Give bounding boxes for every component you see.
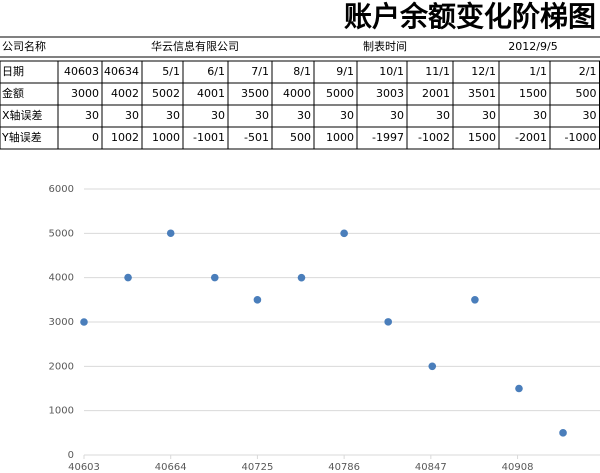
point <box>384 318 392 326</box>
row-label: 金额 <box>2 86 24 100</box>
cell: 1002 <box>111 131 139 144</box>
cell: 4001 <box>197 87 225 100</box>
cell: 40634 <box>104 65 139 78</box>
cell: 5/1 <box>162 65 180 78</box>
cell: -1002 <box>418 131 450 144</box>
cell: 6/1 <box>207 65 225 78</box>
info-value: 华云信息有限公司 <box>151 39 239 53</box>
cell: 1/1 <box>529 65 547 78</box>
cell: 5002 <box>152 87 180 100</box>
cell: 30 <box>340 109 354 122</box>
cell: 1000 <box>326 131 354 144</box>
cell: 3003 <box>376 87 404 100</box>
cell: 3000 <box>71 87 99 100</box>
cell: 7/1 <box>251 65 269 78</box>
point <box>124 273 132 282</box>
cell: 1000 <box>152 131 180 144</box>
cell: 30 <box>533 109 547 122</box>
cell: 30 <box>85 109 99 122</box>
cell: 500 <box>290 131 311 144</box>
cell: 0 <box>92 131 99 144</box>
cell: 4002 <box>111 87 139 100</box>
row-label: 日期 <box>2 65 24 78</box>
title: 账户余额变化阶梯图 <box>344 0 596 33</box>
cell: 30 <box>583 109 597 122</box>
info-label: 制表时间 <box>363 39 407 53</box>
y-tick-label: 4000 <box>49 273 74 284</box>
cell: 500 <box>576 87 597 100</box>
row-label: Y轴误差 <box>1 130 42 144</box>
x-tick-label: 40725 <box>242 462 274 473</box>
point <box>428 362 437 371</box>
y-tick-label: 0 <box>68 450 74 461</box>
cell: 3500 <box>241 87 269 100</box>
cell: -1997 <box>372 131 404 144</box>
y-tick-label: 6000 <box>49 184 74 195</box>
info-label: 公司名称 <box>2 39 46 53</box>
point <box>471 295 479 304</box>
x-tick-label: 40908 <box>502 462 534 473</box>
y-tick-label: 5000 <box>49 228 74 239</box>
cell: 3501 <box>468 87 496 100</box>
y-tick-label: 2000 <box>49 361 74 372</box>
cell: 30 <box>436 109 450 122</box>
cell: 30 <box>211 109 225 122</box>
cell: 30 <box>390 109 404 122</box>
x-tick-label: 40664 <box>155 462 187 473</box>
row-label: X轴误差 <box>2 108 43 122</box>
cell: 2/1 <box>579 65 597 78</box>
info-value: 2012/9/5 <box>508 40 557 53</box>
cell: 30 <box>125 109 139 122</box>
point <box>559 429 567 437</box>
point <box>297 273 306 282</box>
point <box>253 296 262 304</box>
cell: 30 <box>482 109 496 122</box>
point <box>80 318 88 326</box>
x-tick-label: 40847 <box>415 462 447 473</box>
cell: -2001 <box>515 131 547 144</box>
point <box>515 384 523 393</box>
cell: 1500 <box>519 87 547 100</box>
x-tick-label: 40786 <box>328 462 360 473</box>
cell: 9/1 <box>336 65 354 78</box>
cell: -1000 <box>565 131 597 144</box>
cell: -501 <box>244 131 269 144</box>
point <box>340 229 348 238</box>
x-tick-label: 40603 <box>68 462 100 473</box>
cell: 40603 <box>64 65 99 78</box>
cell: -1001 <box>193 131 225 144</box>
cell: 8/1 <box>293 65 311 78</box>
cell: 5000 <box>326 87 354 100</box>
point <box>210 273 219 282</box>
cell: 30 <box>255 109 269 122</box>
cell: 11/1 <box>425 65 450 78</box>
cell: 1500 <box>468 131 496 144</box>
cell: 12/1 <box>471 65 496 78</box>
point <box>166 229 175 238</box>
cell: 10/1 <box>379 65 404 78</box>
y-tick-label: 3000 <box>49 317 74 328</box>
y-tick-label: 1000 <box>49 406 74 417</box>
cell: 30 <box>297 109 311 122</box>
cell: 4000 <box>283 87 311 100</box>
cell: 30 <box>166 109 180 122</box>
cell: 2001 <box>422 87 450 100</box>
